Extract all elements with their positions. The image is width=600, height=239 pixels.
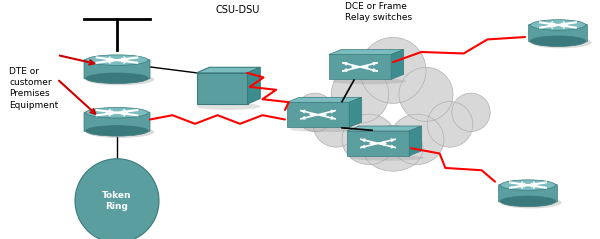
Text: DCE or Frame
Relay switches: DCE or Frame Relay switches [345,2,412,22]
Ellipse shape [296,93,334,131]
Ellipse shape [363,125,423,171]
Ellipse shape [86,126,154,138]
Ellipse shape [313,102,359,147]
Ellipse shape [350,155,425,161]
Polygon shape [287,97,362,102]
Ellipse shape [86,74,154,85]
Ellipse shape [452,93,490,131]
FancyBboxPatch shape [84,60,150,79]
Ellipse shape [500,180,556,190]
Ellipse shape [530,36,586,47]
Ellipse shape [290,126,365,132]
Ellipse shape [331,65,389,123]
Polygon shape [347,126,422,131]
Ellipse shape [399,67,453,121]
Ellipse shape [86,73,148,84]
FancyBboxPatch shape [84,112,150,131]
Polygon shape [248,67,260,104]
Polygon shape [197,67,260,73]
FancyBboxPatch shape [499,185,557,202]
Polygon shape [391,49,404,79]
Ellipse shape [360,37,426,103]
Ellipse shape [86,126,148,136]
FancyBboxPatch shape [287,102,349,127]
Ellipse shape [390,114,444,165]
Ellipse shape [75,159,159,239]
FancyBboxPatch shape [197,73,248,104]
Ellipse shape [500,197,562,208]
Ellipse shape [530,37,592,48]
Polygon shape [349,97,362,127]
Ellipse shape [86,55,148,65]
Ellipse shape [500,196,556,206]
FancyBboxPatch shape [329,54,391,79]
Text: DTE or
customer
Premises
Equipment: DTE or customer Premises Equipment [9,67,58,109]
Ellipse shape [530,20,586,30]
Ellipse shape [86,108,148,118]
Ellipse shape [332,78,407,84]
Polygon shape [409,126,422,156]
Ellipse shape [197,103,260,110]
Text: Token
Ring: Token Ring [102,191,132,211]
Text: CSU-DSU: CSU-DSU [216,5,260,15]
Ellipse shape [342,114,396,165]
Ellipse shape [427,102,473,147]
FancyBboxPatch shape [529,24,587,42]
Polygon shape [329,49,404,54]
FancyBboxPatch shape [347,131,409,156]
